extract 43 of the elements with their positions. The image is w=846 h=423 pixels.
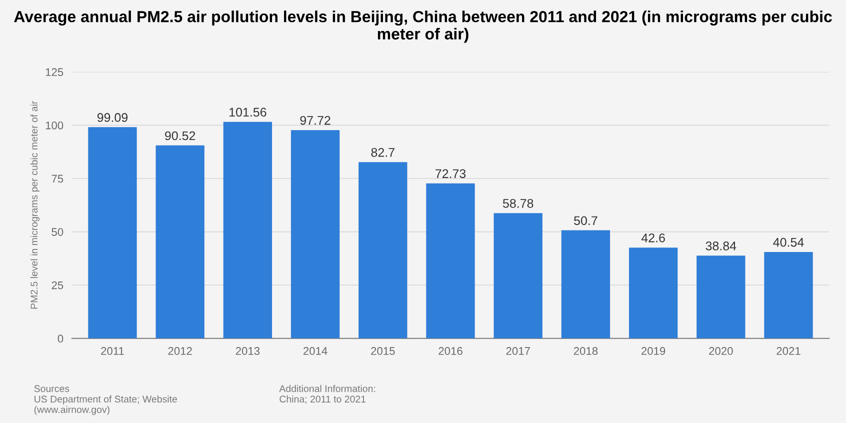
data-label: 58.78	[502, 198, 534, 208]
bar	[88, 127, 137, 338]
x-tick-label: 2011	[101, 347, 124, 355]
y-axis-title: PM2.5 level in micrograms per cubic meter of air	[30, 101, 40, 309]
x-tick-label: 2021	[776, 347, 800, 355]
bar	[696, 256, 746, 338]
chart-title: Average annual PM2.5 air pollution levels in Beijing, China between 2011 and 2021 (in micrograms per cubic meter of air)	[14, 10, 832, 43]
bar	[223, 122, 272, 338]
bar	[494, 213, 542, 338]
bar	[561, 230, 610, 338]
data-label: 42.6	[641, 233, 665, 242]
bar	[764, 252, 813, 338]
x-tick-label: 2015	[371, 347, 395, 355]
data-label: 40.54	[773, 238, 804, 247]
x-tick-label: 2016	[438, 347, 462, 355]
bar	[628, 248, 678, 338]
bar	[358, 162, 408, 338]
y-tick-label: 100	[46, 121, 64, 130]
data-label: 50.7	[574, 216, 598, 226]
x-tick-label: 2020	[709, 347, 733, 355]
y-tick-label: 0	[58, 334, 64, 343]
x-tick-label: 2012	[168, 347, 192, 355]
x-tick-label: 2013	[236, 347, 260, 355]
x-tick-label: 2014	[303, 347, 328, 355]
data-label: 97.72	[300, 116, 330, 125]
data-label: 72.73	[435, 169, 466, 178]
data-label: 101.56	[230, 108, 266, 117]
y-tick-label: 25	[52, 281, 64, 290]
data-label: 90.52	[165, 131, 196, 140]
bar	[290, 130, 340, 338]
data-label: 99.09	[97, 113, 128, 122]
data-label: 38.84	[706, 241, 736, 250]
y-tick-label: 75	[52, 174, 64, 183]
data-label: 82.7	[371, 148, 394, 157]
bar	[426, 183, 475, 338]
y-tick-label: 50	[52, 228, 64, 236]
x-tick-label: 2019	[642, 347, 666, 355]
source-note: Sources US Department of State; Website (www.airnow.gov)	[34, 385, 177, 415]
x-tick-label: 2017	[506, 347, 530, 355]
y-tick-label: 125	[46, 68, 64, 76]
x-tick-label: 2018	[574, 347, 598, 355]
bar	[156, 145, 204, 338]
text: Additional Information: China; 2011 to 2021	[279, 384, 376, 404]
